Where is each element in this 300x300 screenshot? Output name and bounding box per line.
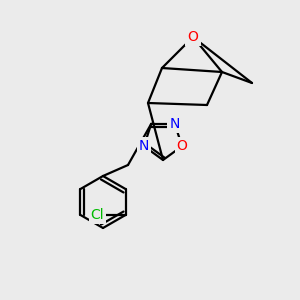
Text: O: O: [177, 139, 188, 153]
Text: Cl: Cl: [91, 208, 104, 222]
Text: O: O: [188, 30, 198, 44]
Text: N: N: [169, 117, 180, 131]
Text: N: N: [139, 139, 149, 153]
